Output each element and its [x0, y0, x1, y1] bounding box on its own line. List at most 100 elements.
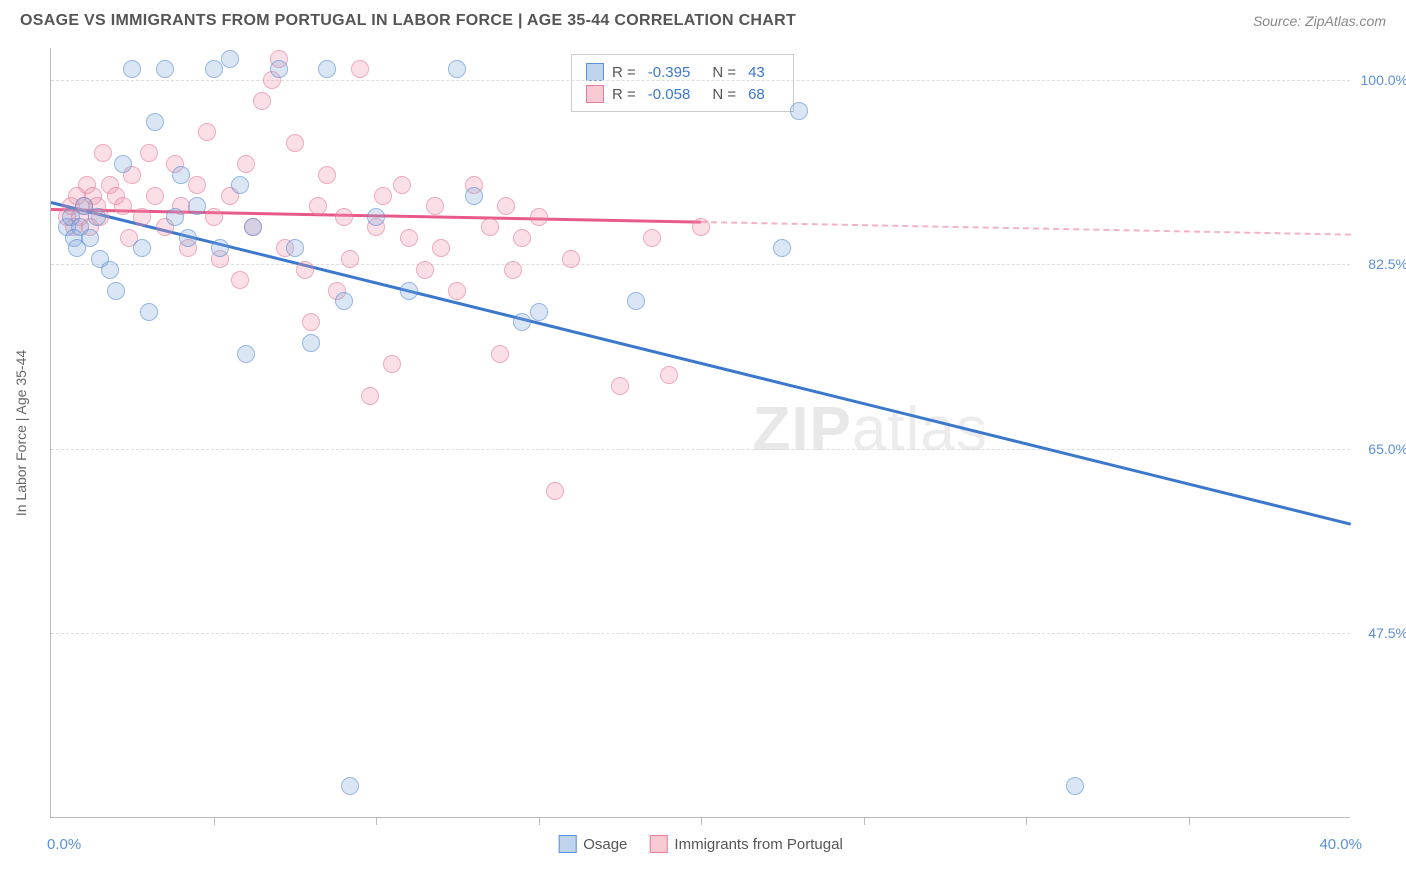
data-point [374, 187, 392, 205]
data-point [205, 208, 223, 226]
data-point [123, 60, 141, 78]
data-point [309, 197, 327, 215]
data-point [400, 282, 418, 300]
data-point [448, 60, 466, 78]
correlation-legend: R = -0.395 N = 43 R = -0.058 N = 68 [571, 54, 794, 112]
data-point [546, 482, 564, 500]
data-point [611, 377, 629, 395]
data-point [133, 208, 151, 226]
data-point [211, 239, 229, 257]
data-point [341, 250, 359, 268]
data-point [491, 345, 509, 363]
data-point [393, 176, 411, 194]
data-point [133, 239, 151, 257]
data-point [94, 144, 112, 162]
data-point [146, 187, 164, 205]
legend-label-osage: Osage [583, 836, 627, 853]
data-point [335, 208, 353, 226]
data-point [627, 292, 645, 310]
data-point [504, 261, 522, 279]
data-point [497, 197, 515, 215]
data-point [244, 218, 262, 236]
data-point [88, 208, 106, 226]
chart-title: OSAGE VS IMMIGRANTS FROM PORTUGAL IN LAB… [20, 12, 796, 30]
data-point [231, 271, 249, 289]
data-point [221, 50, 239, 68]
data-point [166, 208, 184, 226]
data-point [205, 60, 223, 78]
data-point [302, 334, 320, 352]
data-point [562, 250, 580, 268]
swatch-osage-icon [586, 63, 604, 81]
data-point [188, 197, 206, 215]
data-point [341, 777, 359, 795]
x-tick [1026, 817, 1027, 825]
data-point [692, 218, 710, 236]
x-tick [701, 817, 702, 825]
data-point [296, 261, 314, 279]
data-point [179, 229, 197, 247]
x-axis-min-label: 0.0% [47, 836, 81, 853]
swatch-portugal-icon [649, 835, 667, 853]
data-point [188, 176, 206, 194]
legend-row-portugal: R = -0.058 N = 68 [586, 83, 779, 105]
data-point [172, 166, 190, 184]
n-value-osage: 43 [748, 64, 765, 81]
gridline [51, 633, 1350, 634]
data-point [107, 282, 125, 300]
x-tick [864, 817, 865, 825]
data-point [140, 144, 158, 162]
data-point [367, 208, 385, 226]
data-point [286, 239, 304, 257]
x-tick [1189, 817, 1190, 825]
x-tick [376, 817, 377, 825]
data-point [426, 197, 444, 215]
source-label: Source: ZipAtlas.com [1253, 13, 1386, 29]
data-point [643, 229, 661, 247]
data-point [416, 261, 434, 279]
r-value-portugal: -0.058 [648, 86, 691, 103]
x-tick [539, 817, 540, 825]
data-point [530, 208, 548, 226]
data-point [432, 239, 450, 257]
data-point [513, 229, 531, 247]
series-legend: Osage Immigrants from Portugal [558, 835, 843, 853]
y-tick-label: 82.5% [1368, 256, 1406, 272]
data-point [481, 218, 499, 236]
data-point [790, 102, 808, 120]
data-point [351, 60, 369, 78]
n-label: N = [712, 86, 736, 103]
data-point [114, 155, 132, 173]
data-point [146, 113, 164, 131]
gridline [51, 449, 1350, 450]
data-point [237, 345, 255, 363]
legend-item-portugal: Immigrants from Portugal [649, 835, 842, 853]
swatch-portugal-icon [586, 85, 604, 103]
data-point [81, 229, 99, 247]
data-point [530, 303, 548, 321]
data-point [1066, 777, 1084, 795]
legend-item-osage: Osage [558, 835, 627, 853]
data-point [400, 229, 418, 247]
r-value-osage: -0.395 [648, 64, 691, 81]
x-axis-max-label: 40.0% [1319, 836, 1362, 853]
data-point [465, 187, 483, 205]
x-tick [214, 817, 215, 825]
gridline [51, 264, 1350, 265]
data-point [318, 166, 336, 184]
data-point [231, 176, 249, 194]
data-point [302, 313, 320, 331]
r-label: R = [612, 64, 636, 81]
data-point [156, 60, 174, 78]
trend-line [701, 221, 1351, 236]
data-point [448, 282, 466, 300]
data-point [253, 92, 271, 110]
data-point [361, 387, 379, 405]
swatch-osage-icon [558, 835, 576, 853]
n-value-portugal: 68 [748, 86, 765, 103]
data-point [198, 123, 216, 141]
trend-line [51, 201, 1352, 525]
data-point [140, 303, 158, 321]
gridline [51, 80, 1350, 81]
data-point [101, 261, 119, 279]
